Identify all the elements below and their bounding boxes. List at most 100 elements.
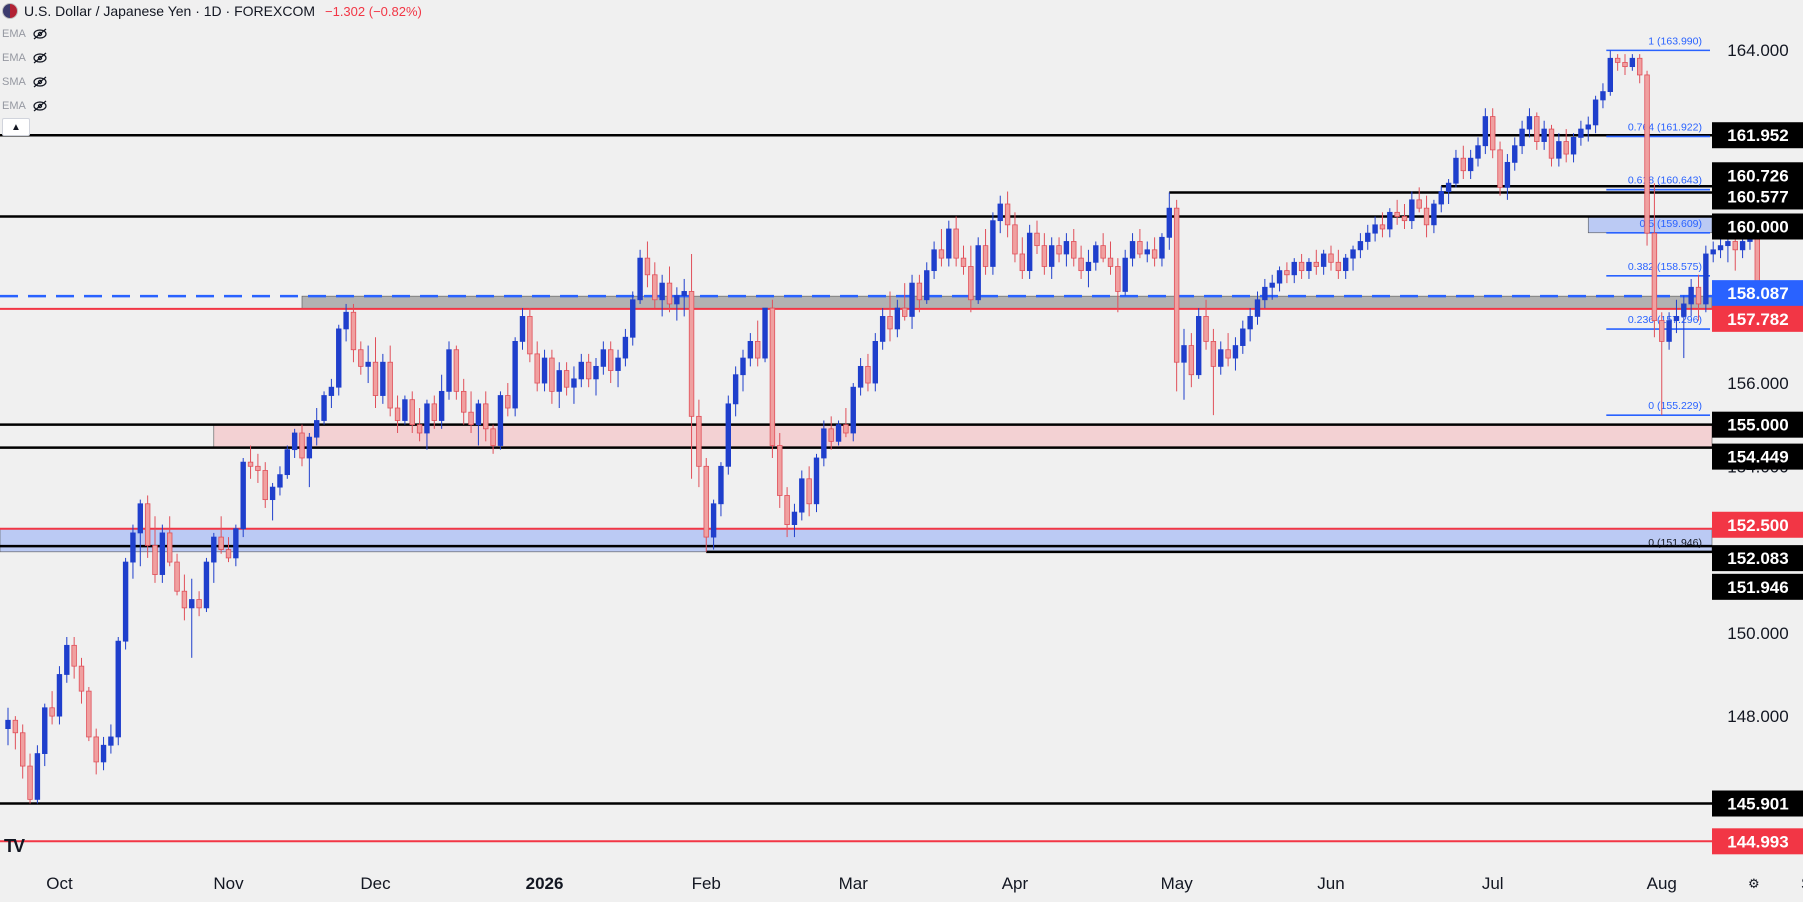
candle-body	[5, 719, 11, 730]
candle-body	[1526, 116, 1533, 130]
candle-body	[446, 349, 452, 392]
candle-body	[777, 445, 783, 496]
candle-body	[358, 349, 364, 367]
candle-body	[1284, 270, 1290, 276]
eye-hidden-icon[interactable]	[32, 52, 48, 64]
candle-body	[1291, 261, 1297, 276]
candle-body	[1387, 211, 1393, 230]
candle-body	[27, 765, 33, 800]
candle-body	[49, 707, 55, 717]
candle-body	[1298, 261, 1305, 272]
candle-body	[189, 599, 195, 609]
fib-level-label: 0.618 (160.643)	[1628, 175, 1702, 187]
candle-body	[1115, 266, 1121, 292]
candle-body	[821, 428, 827, 459]
candle-body	[1453, 157, 1459, 184]
candle-body	[1328, 253, 1334, 263]
candle-body	[1173, 207, 1180, 363]
horizontal-levels-layer	[0, 133, 1712, 843]
candlestick-series	[5, 50, 1760, 804]
candle-body	[233, 528, 239, 559]
candle-body	[1629, 57, 1636, 68]
candle-body	[968, 266, 974, 301]
candle-body	[696, 415, 702, 467]
candle-body	[585, 361, 592, 380]
candle-body	[608, 349, 614, 371]
candle-body	[152, 545, 158, 575]
candle-body	[946, 228, 952, 259]
candle-body	[483, 403, 489, 430]
time-tick-label: Dec	[360, 874, 391, 893]
candle-body	[1166, 207, 1172, 238]
price-level-label: 155.000	[1727, 416, 1788, 435]
candle-body	[108, 736, 114, 746]
candle-body	[593, 365, 599, 380]
candle-body	[1445, 182, 1452, 192]
candle-body	[732, 374, 739, 405]
zones-layer	[0, 216, 1713, 553]
candle-body	[56, 674, 63, 717]
indicator-row[interactable]: EMA	[0, 46, 422, 70]
candle-body	[460, 390, 467, 413]
settings-gear-icon[interactable]: ⚙	[1748, 876, 1760, 891]
price-tick-label: 156.000	[1727, 374, 1788, 393]
time-tick-label: Nov	[213, 874, 244, 893]
candle-body	[894, 307, 901, 330]
candle-body	[1659, 320, 1665, 342]
tradingview-logo-icon[interactable]: TV	[4, 836, 25, 856]
time-tick-label: Oct	[46, 874, 73, 893]
candle-body	[710, 503, 717, 538]
indicator-row[interactable]: SMA	[0, 70, 422, 94]
candle-body	[1438, 191, 1444, 205]
candle-body	[115, 640, 121, 738]
usdjpy-flag-icon	[2, 3, 18, 19]
candle-body	[313, 420, 320, 438]
candle-body	[659, 282, 665, 301]
candle-body	[328, 386, 335, 396]
collapse-legend-button[interactable]: ▲	[2, 118, 30, 136]
candle-body	[291, 432, 298, 451]
eye-hidden-icon[interactable]	[32, 100, 48, 112]
indicator-row[interactable]: EMA	[0, 22, 422, 46]
price-level-badge	[1712, 443, 1803, 470]
eye-hidden-icon[interactable]	[32, 76, 48, 88]
candle-body	[159, 532, 166, 575]
candle-body	[806, 478, 812, 505]
candle-body	[1475, 145, 1481, 159]
candle-body	[350, 311, 357, 351]
candle-body	[563, 370, 570, 388]
candle-body	[769, 307, 776, 446]
candle-body	[93, 736, 99, 763]
candle-body	[975, 245, 981, 301]
candle-body	[924, 270, 930, 301]
candle-body	[549, 357, 555, 392]
price-tick-label: 148.000	[1727, 707, 1788, 726]
candle-body	[1159, 236, 1165, 259]
symbol-header[interactable]: U.S. Dollar / Japanese Yen · 1D · FOREXC…	[0, 0, 422, 22]
candle-body	[211, 536, 217, 563]
time-tick-label: Mar	[839, 874, 869, 893]
candle-body	[666, 282, 673, 305]
candle-body	[813, 457, 820, 505]
time-tick-label: Sep	[1801, 874, 1803, 893]
candle-body	[262, 470, 268, 501]
candle-body	[1548, 128, 1555, 159]
candle-body	[1673, 316, 1680, 321]
price-level-label: 161.952	[1727, 126, 1788, 145]
candle-body	[409, 399, 415, 426]
candle-body	[909, 282, 915, 317]
candle-body	[725, 403, 731, 467]
indicator-row[interactable]: EMA	[0, 94, 422, 118]
candle-body	[872, 341, 878, 384]
candle-body	[512, 341, 518, 409]
candle-body	[431, 403, 437, 421]
candle-body	[1512, 145, 1518, 163]
candle-body	[284, 449, 290, 476]
chart-legend: U.S. Dollar / Japanese Yen · 1D · FOREXC…	[0, 0, 422, 136]
candle-body	[1710, 249, 1716, 255]
candle-body	[1497, 149, 1503, 188]
price-level-label: 160.000	[1727, 218, 1788, 237]
indicator-label: SMA	[2, 76, 26, 88]
eye-hidden-icon[interactable]	[32, 28, 48, 40]
